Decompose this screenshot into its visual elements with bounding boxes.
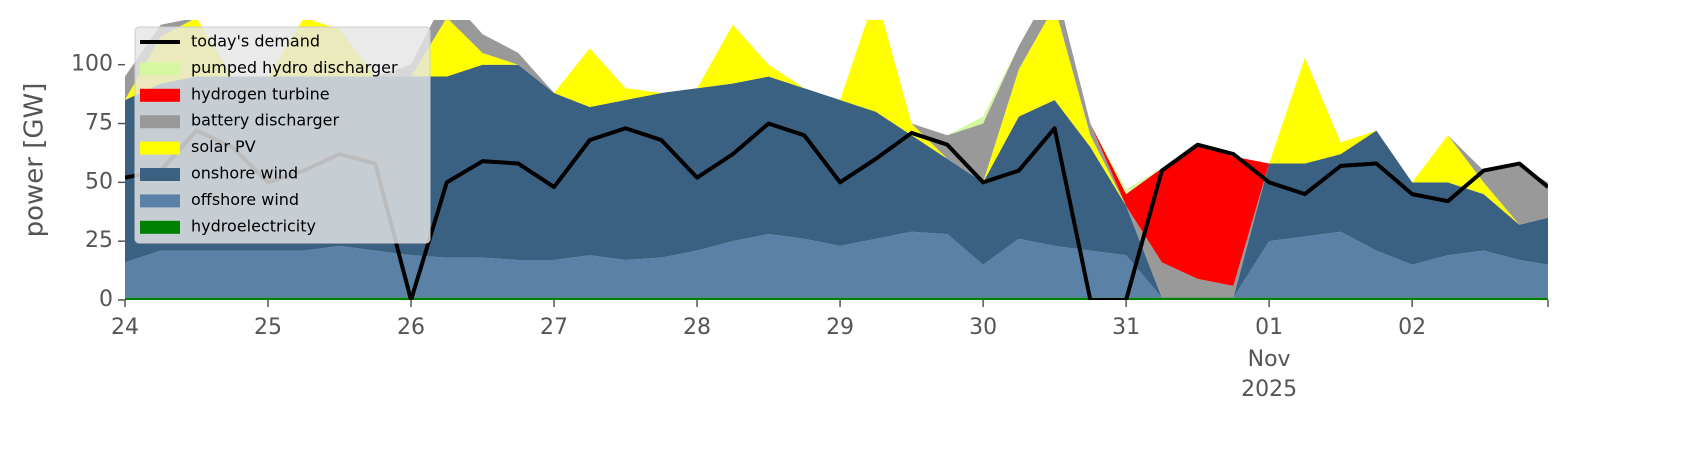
x-tick-label: 30 xyxy=(969,315,997,340)
area xyxy=(125,297,1548,300)
legend-swatch xyxy=(140,168,180,181)
legend-label: pumped hydro discharger xyxy=(191,58,398,77)
legend-label: today's demand xyxy=(191,32,320,51)
legend-box xyxy=(134,26,431,244)
x-tick-label: 24 xyxy=(111,315,139,340)
area xyxy=(125,231,1548,298)
x-sublabel: 2025 xyxy=(1241,377,1297,402)
y-tick-label: 50 xyxy=(85,169,113,194)
y-tick-label: 100 xyxy=(71,52,113,77)
x-tick-label: 27 xyxy=(540,315,568,340)
y-tick-label: 25 xyxy=(85,228,113,253)
legend-label: onshore wind xyxy=(191,164,298,183)
legend-swatch xyxy=(140,220,180,234)
x-tick-label: 28 xyxy=(683,315,711,340)
legend-label: battery discharger xyxy=(191,111,339,130)
legend-swatch xyxy=(140,115,180,129)
area xyxy=(125,20,1548,286)
y-tick-label: 75 xyxy=(85,111,113,136)
legend-swatch xyxy=(140,62,180,76)
x-tick-label: 02 xyxy=(1398,315,1426,340)
x-tick-label: 31 xyxy=(1112,315,1140,340)
x-tick-label: 01 xyxy=(1255,315,1283,340)
y-axis-label: power [GW] xyxy=(20,83,50,238)
legend-swatch xyxy=(140,141,180,155)
y-tick-label: 0 xyxy=(99,287,113,312)
legend-label: hydroelectricity xyxy=(191,216,316,235)
x-tick-label: 29 xyxy=(826,315,854,340)
legend-label: solar PV xyxy=(191,137,256,156)
x-tick-label: 25 xyxy=(254,315,282,340)
x-sublabel: Nov xyxy=(1248,347,1291,372)
legend-label: hydrogen turbine xyxy=(191,84,330,103)
legend-swatch xyxy=(140,88,180,102)
legend-swatch xyxy=(140,194,180,208)
x-tick-label: 26 xyxy=(397,315,425,340)
legend-label: offshore wind xyxy=(191,190,299,209)
area xyxy=(125,64,1548,298)
